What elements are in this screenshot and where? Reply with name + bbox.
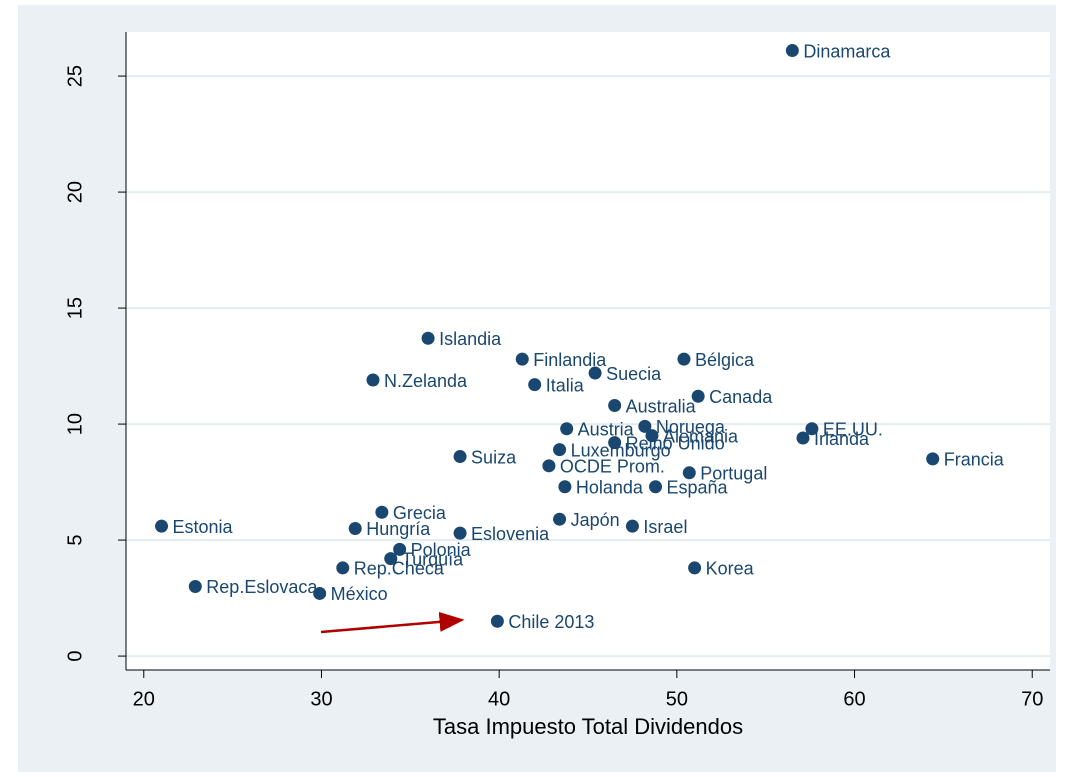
point-label: N.Zelanda	[384, 371, 468, 391]
point	[645, 429, 659, 443]
point	[588, 366, 602, 380]
point	[421, 331, 435, 345]
point	[313, 586, 327, 600]
point-label: Israel	[643, 517, 687, 537]
point	[805, 422, 819, 436]
point	[785, 44, 799, 58]
point	[677, 352, 691, 366]
plot-area	[126, 32, 1050, 670]
point	[366, 373, 380, 387]
point-label: Portugal	[700, 464, 767, 484]
point-label: Suiza	[471, 447, 517, 467]
point	[384, 552, 398, 566]
point	[560, 422, 574, 436]
point-label: Turquía	[402, 549, 464, 569]
point-label: Rep.Checa	[354, 559, 445, 579]
point	[638, 419, 652, 433]
point-label: Chile 2013	[508, 612, 594, 632]
point	[625, 519, 639, 533]
y-tick-label: 25	[64, 65, 86, 87]
point-label: México	[331, 584, 388, 604]
point-label: España	[667, 477, 729, 497]
point	[558, 480, 572, 494]
point-label: Canada	[709, 387, 773, 407]
point	[682, 466, 696, 480]
point	[542, 459, 556, 473]
point-label: Austria	[578, 419, 635, 439]
x-tick-label: 20	[133, 688, 155, 710]
point	[926, 452, 940, 466]
arrow	[320, 611, 465, 634]
x-axis-label: Tasa Impuesto Total Dividendos	[433, 714, 743, 739]
point	[393, 542, 407, 556]
point-label: OCDE Prom.	[560, 457, 665, 477]
point	[649, 480, 663, 494]
point-label: Holanda	[576, 477, 644, 497]
point-label: Dinamarca	[803, 41, 891, 61]
point	[553, 443, 567, 457]
point-label: Polonia	[411, 540, 472, 560]
point-label: Finlandia	[533, 350, 607, 370]
point-label: Eslovenia	[471, 524, 550, 544]
point-label: Irlanda	[814, 429, 870, 449]
point	[155, 519, 169, 533]
point	[188, 579, 202, 593]
point-label: EE.UU.	[823, 419, 883, 439]
point-label: Korea	[706, 559, 755, 579]
point	[375, 505, 389, 519]
x-tick-label: 60	[843, 688, 865, 710]
y-tick-label: 5	[64, 535, 86, 546]
point-label: Francia	[944, 450, 1005, 470]
y-tick-label: 0	[64, 651, 86, 662]
x-tick-label: 50	[666, 688, 688, 710]
point	[691, 389, 705, 403]
point-label: Rep.Eslovaca	[206, 577, 318, 597]
point	[348, 521, 362, 535]
point	[608, 436, 622, 450]
point-label: Hungría	[366, 519, 431, 539]
point-label: Suecia	[606, 364, 662, 384]
x-tick-label: 40	[488, 688, 510, 710]
y-tick-label: 15	[64, 297, 86, 319]
point	[528, 378, 542, 392]
point	[553, 512, 567, 526]
point-label: Italia	[546, 375, 585, 395]
point-label: Grecia	[393, 503, 447, 523]
point-label: Islandia	[439, 329, 502, 349]
x-tick-label: 70	[1021, 688, 1043, 710]
point-label: Australia	[626, 396, 697, 416]
point	[453, 526, 467, 540]
point	[688, 561, 702, 575]
point-label: Noruega	[656, 417, 726, 437]
y-tick-label: 10	[64, 413, 86, 435]
y-tick-label: 20	[64, 181, 86, 203]
point	[453, 450, 467, 464]
point	[515, 352, 529, 366]
point-label: Reino Unido	[626, 433, 725, 453]
x-tick-label: 30	[310, 688, 332, 710]
point-label: Alemania	[663, 426, 739, 446]
point-label: Luxemburgo	[571, 440, 671, 460]
point	[490, 614, 504, 628]
point	[796, 431, 810, 445]
point-label: Bélgica	[695, 350, 755, 370]
point-label: Japón	[571, 510, 620, 530]
point-label: Estonia	[173, 517, 234, 537]
point	[608, 399, 622, 413]
point	[336, 561, 350, 575]
